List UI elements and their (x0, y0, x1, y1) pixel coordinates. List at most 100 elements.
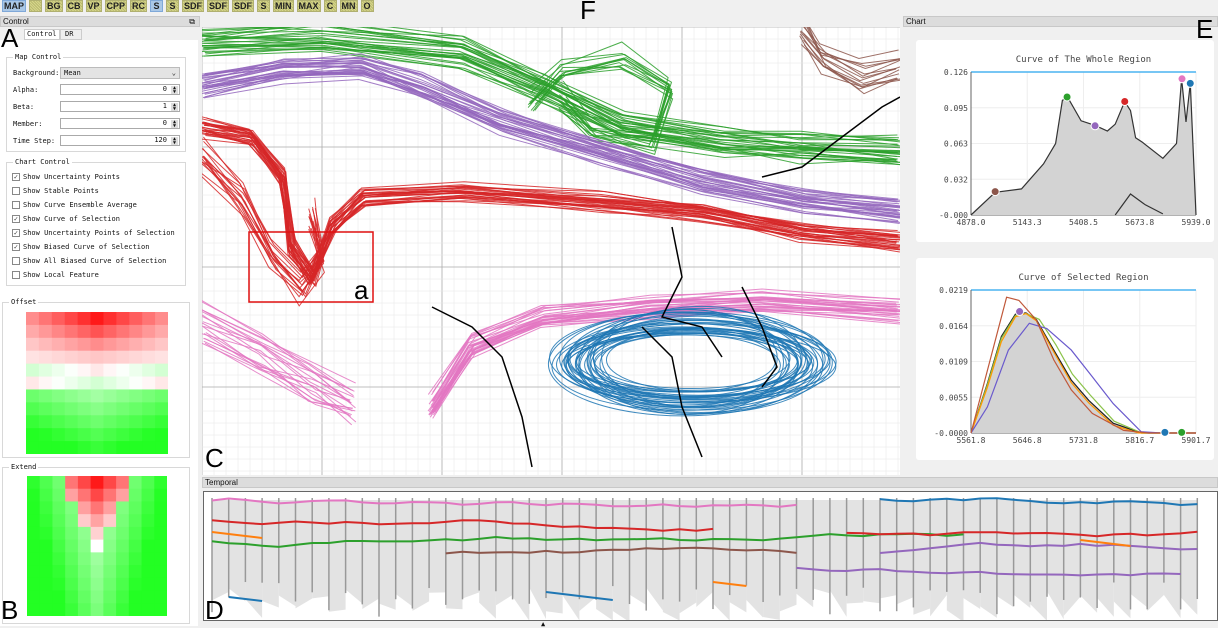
time-band (980, 500, 997, 618)
option-checkbox[interactable]: Show Curve Ensemble Average (12, 199, 137, 211)
heatmap-cell (38, 324, 53, 339)
spinner-icon[interactable]: ▲ ▼ (171, 119, 178, 129)
checkbox[interactable] (12, 271, 20, 279)
heatmap-cell (116, 337, 130, 352)
checkbox[interactable] (12, 201, 20, 209)
tab-control[interactable]: Control (24, 29, 60, 40)
heatmap-cell (51, 350, 66, 365)
option-checkbox[interactable]: ✓ Show Curve of Selection (12, 213, 120, 225)
map-view[interactable]: a (202, 27, 900, 475)
checkbox[interactable] (12, 257, 20, 265)
heatmap-cell (116, 539, 130, 553)
heatmap-cell (38, 415, 53, 429)
selected-region-chart[interactable]: Curve of Selected Region -0.0000 0.0055 0.0… (916, 258, 1214, 460)
heatmap-cell (116, 363, 130, 378)
toolbar-button-9[interactable]: SDF (182, 0, 205, 12)
checkbox[interactable]: ✓ (12, 229, 20, 237)
toolbar-button-0[interactable]: MAP (2, 0, 26, 12)
heatmap-cell (51, 402, 66, 416)
toolbar-button-12[interactable]: S (257, 0, 271, 12)
heatmap-cell (52, 501, 66, 515)
option-label: Show Curve of Selection (23, 215, 120, 223)
heatmap-cell (39, 501, 53, 515)
option-checkbox[interactable]: Show Local Feature (12, 269, 99, 281)
toolbar-button-10[interactable]: SDF (207, 0, 230, 12)
heatmap-cell (116, 428, 130, 442)
toolbar-button-7[interactable]: S (150, 0, 164, 12)
heatmap-cell (103, 312, 117, 326)
uncertainty-point (1177, 427, 1187, 437)
option-label: Show All Biased Curve of Selection (23, 257, 167, 265)
time-cursor-icon[interactable]: ▲ (541, 620, 546, 628)
heatmap-cell (128, 488, 143, 502)
whole-region-chart[interactable]: Curve of The Whole Region -0.000 0.032 0.06… (916, 40, 1214, 242)
option-checkbox[interactable]: ✓ Show Uncertainty Points (12, 171, 120, 183)
toolbar-button-17[interactable]: O (360, 0, 374, 12)
toolbar-button-16[interactable]: MN (339, 0, 358, 12)
green-contour (202, 44, 900, 158)
temporal-track (712, 581, 747, 587)
toolbar-button-15[interactable]: C (323, 0, 337, 12)
float-icon[interactable]: ⧉ (189, 17, 195, 26)
option-checkbox[interactable]: Show All Biased Curve of Selection (12, 255, 166, 267)
spinner-icon[interactable]: ▲ ▼ (171, 136, 178, 146)
field-input[interactable]: 1 ▲ ▼ (60, 101, 180, 112)
y-tick-label: 0.126 (944, 68, 968, 77)
field-value: 1 (162, 102, 167, 110)
toolbar-button-14[interactable]: MAX (296, 0, 321, 12)
toolbar-button-13[interactable]: MIN (273, 0, 294, 12)
option-checkbox[interactable]: ✓ Show Uncertainty Points of Selection (12, 227, 175, 239)
brown-contour (800, 44, 898, 90)
label-d: D (205, 595, 224, 625)
time-band (512, 500, 530, 620)
heatmap-cell (38, 363, 53, 378)
heatmap-cell (154, 476, 167, 490)
toolbar-button-2[interactable]: BG (45, 0, 63, 12)
checkbox[interactable]: ✓ (12, 173, 20, 181)
background-select[interactable]: Mean ⌄ (60, 67, 180, 79)
tab-dr[interactable]: DR (60, 29, 82, 40)
pink-contour (204, 342, 350, 416)
field-input[interactable]: 0 ▲ ▼ (60, 118, 180, 129)
toolbar-button-6[interactable]: RC (130, 0, 148, 12)
heatmap-cell (128, 476, 143, 490)
checkbox[interactable]: ✓ (12, 215, 20, 223)
temporal-track (879, 541, 1198, 554)
field-input[interactable]: 0 ▲ ▼ (60, 84, 180, 95)
time-band (612, 500, 630, 620)
green-contour (203, 27, 900, 147)
heatmap-cell (128, 590, 143, 604)
option-checkbox[interactable]: Show Stable Points (12, 185, 99, 197)
temporal-view[interactable] (203, 491, 1218, 621)
checkbox[interactable]: ✓ (12, 243, 20, 251)
green-contour (241, 27, 898, 139)
heatmap-cell (26, 312, 40, 326)
toolbar-button-8[interactable]: S (166, 0, 180, 12)
toolbar-button-11[interactable]: SDF (232, 0, 255, 12)
heatmap-cell (38, 441, 53, 454)
time-band (1163, 500, 1181, 619)
checkbox[interactable] (12, 187, 20, 195)
heatmap-cell (27, 526, 41, 541)
heatmap-cell (51, 312, 66, 326)
y-tick-label: 0.032 (944, 175, 968, 184)
toolbar-button-3[interactable]: CB (65, 0, 83, 12)
time-band (295, 500, 313, 609)
heatmap-cell (77, 376, 92, 390)
heatmap-cell (103, 428, 117, 442)
heatmap-cell (90, 488, 104, 502)
heatmap-cell (27, 501, 41, 515)
blue-contour (556, 326, 809, 403)
toolbar-button-5[interactable]: CPP (104, 0, 128, 12)
option-checkbox[interactable]: ✓ Show Biased Curve of Selection (12, 241, 149, 253)
heatmap-cell (39, 488, 53, 502)
purple-contour (204, 57, 898, 201)
x-tick-label: 4878.0 (957, 218, 986, 227)
option-label: Show Curve Ensemble Average (23, 201, 137, 209)
toolbar-button-4[interactable]: VP (85, 0, 102, 12)
field-input[interactable]: 120 ▲ ▼ (60, 135, 180, 146)
red-contour (202, 155, 322, 298)
spinner-icon[interactable]: ▲ ▼ (171, 102, 178, 112)
toolbar-button-1[interactable] (29, 0, 42, 12)
spinner-icon[interactable]: ▲ ▼ (171, 85, 178, 95)
